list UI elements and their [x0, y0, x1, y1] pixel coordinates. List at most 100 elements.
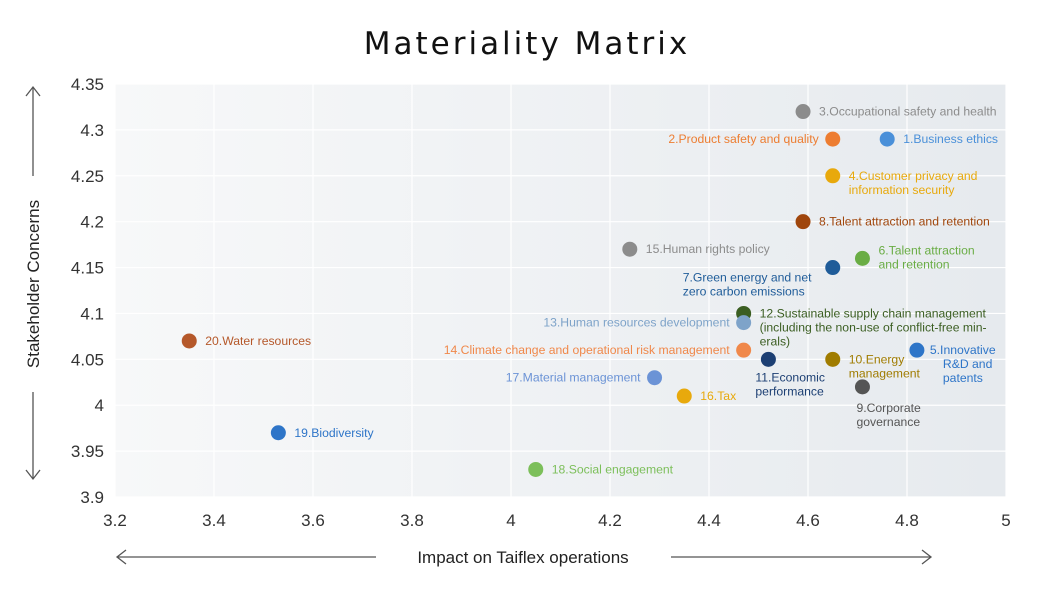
data-label: information security: [849, 183, 956, 197]
data-point: [795, 104, 811, 120]
data-label: 6.Talent attraction: [878, 243, 974, 257]
data-point: [825, 168, 841, 184]
data-label: 10.Energy: [849, 352, 905, 366]
data-label: 16.Tax: [700, 389, 736, 403]
data-point: [181, 333, 197, 349]
data-point: [825, 260, 841, 276]
y-tick-label: 4.3: [80, 121, 104, 140]
y-tick-label: 4.35: [71, 75, 104, 94]
grid-lines: [114, 83, 1007, 498]
data-point: [736, 315, 752, 331]
x-tick-label: 3.4: [202, 511, 226, 530]
data-label: 5.Innovative: [930, 343, 996, 357]
y-tick-label: 4.25: [71, 167, 104, 186]
data-point: [622, 241, 638, 257]
data-point: [825, 131, 841, 147]
y-tick-label: 4.2: [80, 213, 104, 232]
data-point: [528, 461, 544, 477]
data-point-group: 2.Product safety and quality: [668, 131, 841, 147]
data-label: management: [849, 366, 921, 380]
y-axis-label: Stakeholder Concerns: [24, 200, 43, 368]
data-point-group: 19.Biodiversity: [270, 425, 375, 441]
x-axis-label: Impact on Taiflex operations: [417, 548, 628, 567]
data-point: [795, 214, 811, 230]
y-tick-label: 4.15: [71, 259, 104, 278]
data-point-group: 18.Social engagement: [528, 461, 674, 477]
data-point-group: 17.Material management: [506, 370, 663, 386]
data-label: erals): [760, 334, 790, 348]
y-tick-labels: 3.9 3.95 4 4.05 4.1 4.15 4.2 4.25 4.3 4.35: [71, 75, 104, 507]
data-label: 13.Human resources development: [543, 316, 730, 330]
data-label: 19.Biodiversity: [294, 426, 374, 440]
data-label: 9.Corporate: [856, 401, 921, 415]
data-point-group: 16.Tax: [676, 388, 736, 404]
x-tick-label: 4.8: [895, 511, 919, 530]
data-point-group: 15.Human rights policy: [622, 241, 771, 257]
x-tick-label: 3.2: [103, 511, 127, 530]
data-label: 18.Social engagement: [552, 462, 674, 476]
x-tick-label: 3.6: [301, 511, 325, 530]
data-point: [825, 351, 841, 367]
x-tick-label: 4.4: [697, 511, 721, 530]
plot-area: [115, 84, 1006, 497]
data-label: (including the non-use of conflict-free …: [760, 320, 987, 334]
x-axis-arrow-right: [671, 549, 933, 565]
y-tick-label: 3.9: [80, 488, 104, 507]
data-label: 2.Product safety and quality: [668, 132, 819, 146]
data-point: [760, 351, 776, 367]
data-point: [647, 370, 663, 386]
y-tick-label: 3.95: [71, 442, 104, 461]
y-tick-label: 4: [95, 396, 104, 415]
y-tick-label: 4.05: [71, 350, 104, 369]
x-tick-label: 3.8: [400, 511, 424, 530]
y-tick-label: 4.1: [80, 304, 104, 323]
data-label: 14.Climate change and operational risk m…: [444, 343, 731, 357]
data-point-group: 3.Occupational safety and health: [795, 104, 997, 120]
x-tick-label: 4: [506, 511, 515, 530]
data-label: 8.Talent attraction and retention: [819, 215, 990, 229]
x-tick-label: 4.2: [598, 511, 622, 530]
data-label: and retention: [878, 257, 949, 271]
data-label: 1.Business ethics: [903, 132, 998, 146]
y-axis-arrow-down: [25, 392, 41, 481]
data-point: [854, 250, 870, 266]
y-axis-arrow-up: [25, 85, 41, 176]
data-point: [736, 342, 752, 358]
data-label: 17.Material management: [506, 371, 641, 385]
data-label: governance: [856, 415, 920, 429]
data-point-group: 12.Sustainable supply chain management(i…: [736, 305, 987, 348]
data-label: R&D and: [943, 357, 992, 371]
x-tick-labels: 3.2 3.4 3.6 3.8 4 4.2 4.4 4.6 4.8 5: [103, 511, 1011, 530]
data-label: zero carbon emissions: [683, 285, 805, 299]
data-label: 11.Economic: [755, 370, 825, 384]
data-point-group: 1.Business ethics: [879, 131, 998, 147]
data-point-group: 20.Water resources: [181, 333, 311, 349]
data-points: 1.Business ethics 2.Product safety and qu…: [181, 104, 998, 477]
chart-title: Materiality Matrix: [364, 26, 691, 62]
data-point: [270, 425, 286, 441]
data-point: [879, 131, 895, 147]
x-tick-label: 5: [1001, 511, 1010, 530]
data-point: [909, 342, 925, 358]
data-label: 12.Sustainable supply chain management: [760, 306, 987, 320]
data-point: [854, 379, 870, 395]
data-label: patents: [943, 371, 983, 385]
data-point-group: 14.Climate change and operational risk m…: [444, 342, 752, 358]
data-label: 4.Customer privacy and: [849, 169, 978, 183]
data-label: 20.Water resources: [205, 334, 311, 348]
data-point-group: 13.Human resources development: [543, 315, 752, 331]
x-tick-label: 4.6: [796, 511, 820, 530]
data-label: 3.Occupational safety and health: [819, 105, 997, 119]
data-label: 7.Green energy and net: [683, 271, 812, 285]
data-point: [676, 388, 692, 404]
x-axis-arrow-left: [115, 549, 376, 565]
data-label: performance: [755, 384, 824, 398]
